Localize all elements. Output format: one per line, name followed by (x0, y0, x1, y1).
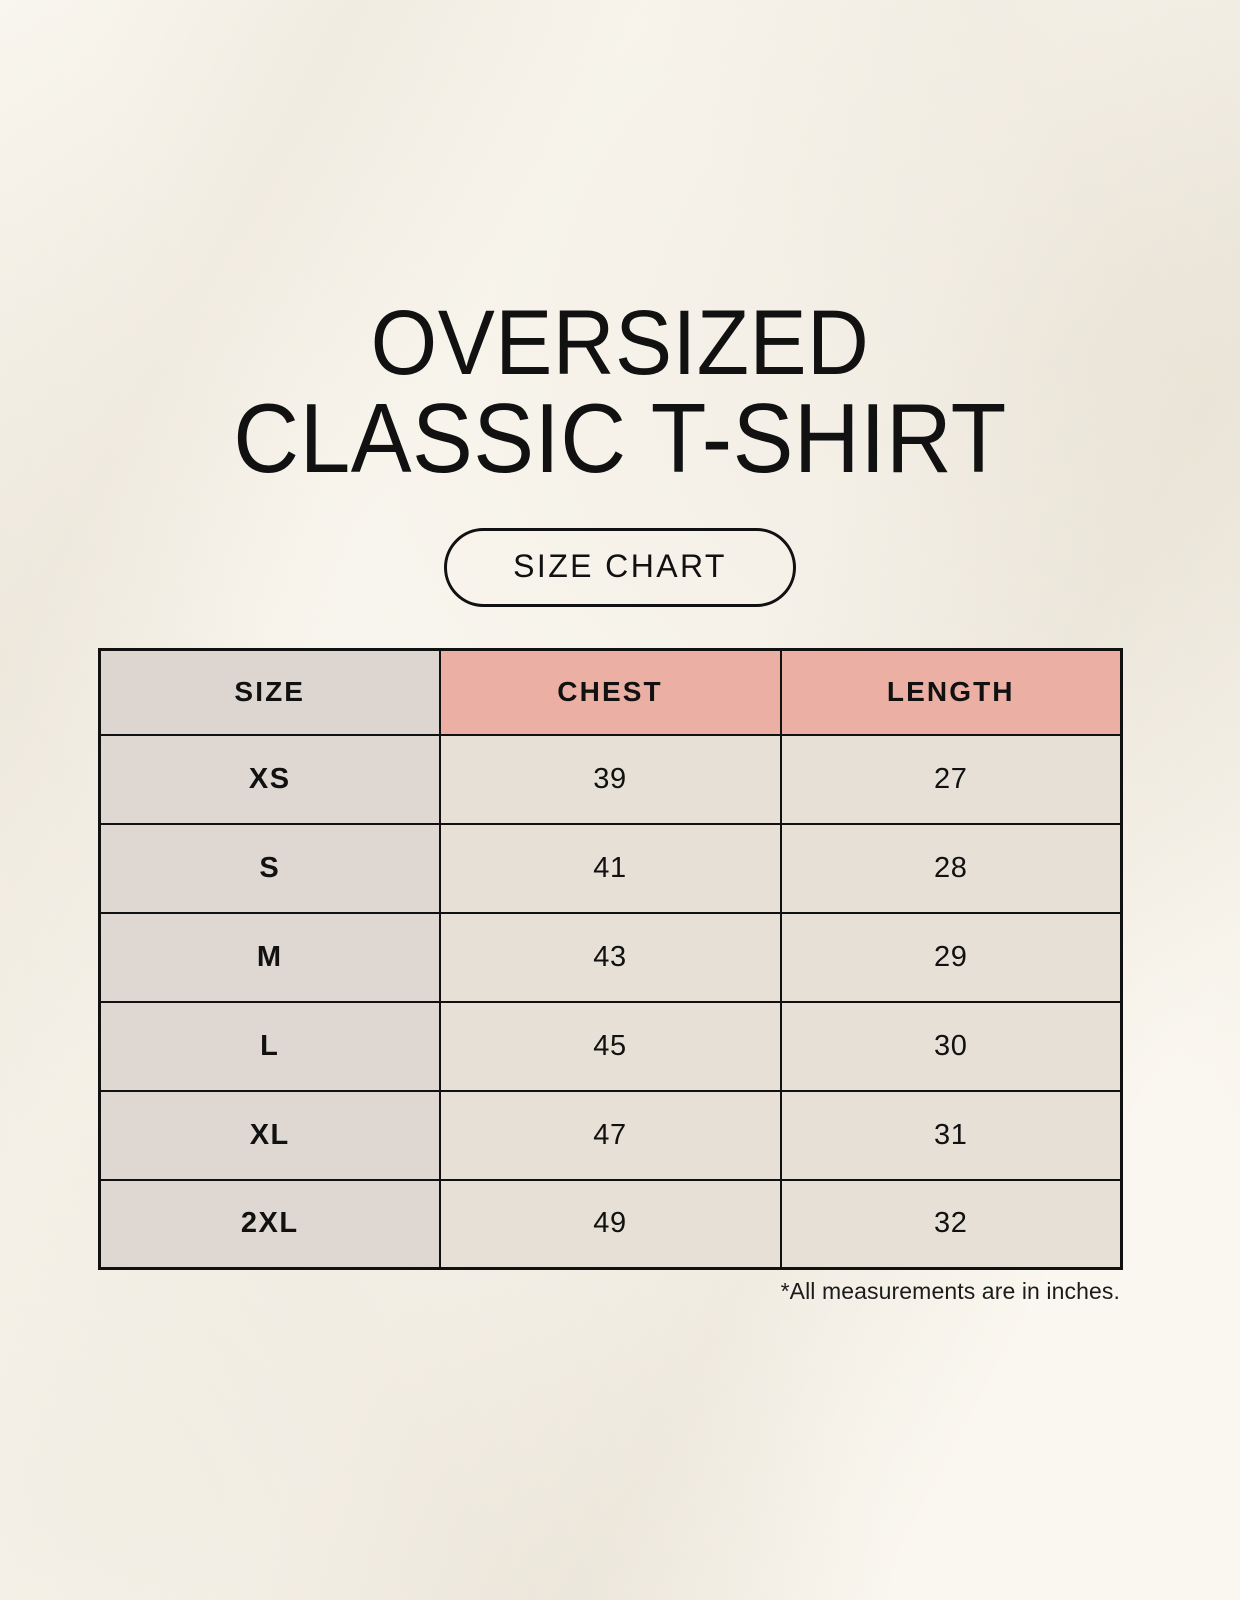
table-row: L 45 30 (98, 1000, 1123, 1092)
column-header-chest: CHEST (438, 648, 782, 736)
cell-size: L (98, 1000, 441, 1092)
cell-size: XL (98, 1089, 441, 1181)
size-table-container: SIZE CHEST LENGTH XS 39 27 S 41 28 M (98, 648, 1123, 1270)
cell-length: 27 (779, 733, 1123, 825)
title-line-1: OVERSIZED (370, 292, 870, 394)
badge-container: SIZE CHART (0, 528, 1240, 607)
table-body: XS 39 27 S 41 28 M 43 29 L 45 30 (98, 733, 1123, 1270)
cell-length: 31 (779, 1089, 1123, 1181)
cell-length: 30 (779, 1000, 1123, 1092)
cell-chest: 41 (438, 822, 782, 914)
table-row: S 41 28 (98, 822, 1123, 914)
cell-size: M (98, 911, 441, 1003)
cell-length: 29 (779, 911, 1123, 1003)
measurement-note: *All measurements are in inches. (780, 1278, 1120, 1304)
cell-size: 2XL (98, 1178, 441, 1270)
table-header-row: SIZE CHEST LENGTH (98, 648, 1123, 736)
cell-length: 32 (779, 1178, 1123, 1270)
cell-chest: 43 (438, 911, 782, 1003)
cell-size: XS (98, 733, 441, 825)
table-row: 2XL 49 32 (98, 1178, 1123, 1270)
cell-chest: 45 (438, 1000, 782, 1092)
size-chart-table: SIZE CHEST LENGTH XS 39 27 S 41 28 M (98, 648, 1123, 1270)
cell-chest: 39 (438, 733, 782, 825)
cell-size: S (98, 822, 441, 914)
title-line-2: CLASSIC T-SHIRT (233, 383, 1007, 493)
cell-length: 28 (779, 822, 1123, 914)
size-chart-badge: SIZE CHART (444, 528, 796, 607)
page-title: OVERSIZED CLASSIC T-SHIRT (0, 292, 1240, 493)
table-header: SIZE CHEST LENGTH (98, 648, 1123, 736)
table-row: XL 47 31 (98, 1089, 1123, 1181)
column-header-length: LENGTH (779, 648, 1123, 736)
table-row: XS 39 27 (98, 733, 1123, 825)
column-header-size: SIZE (98, 648, 441, 736)
table-row: M 43 29 (98, 911, 1123, 1003)
cell-chest: 47 (438, 1089, 782, 1181)
cell-chest: 49 (438, 1178, 782, 1270)
